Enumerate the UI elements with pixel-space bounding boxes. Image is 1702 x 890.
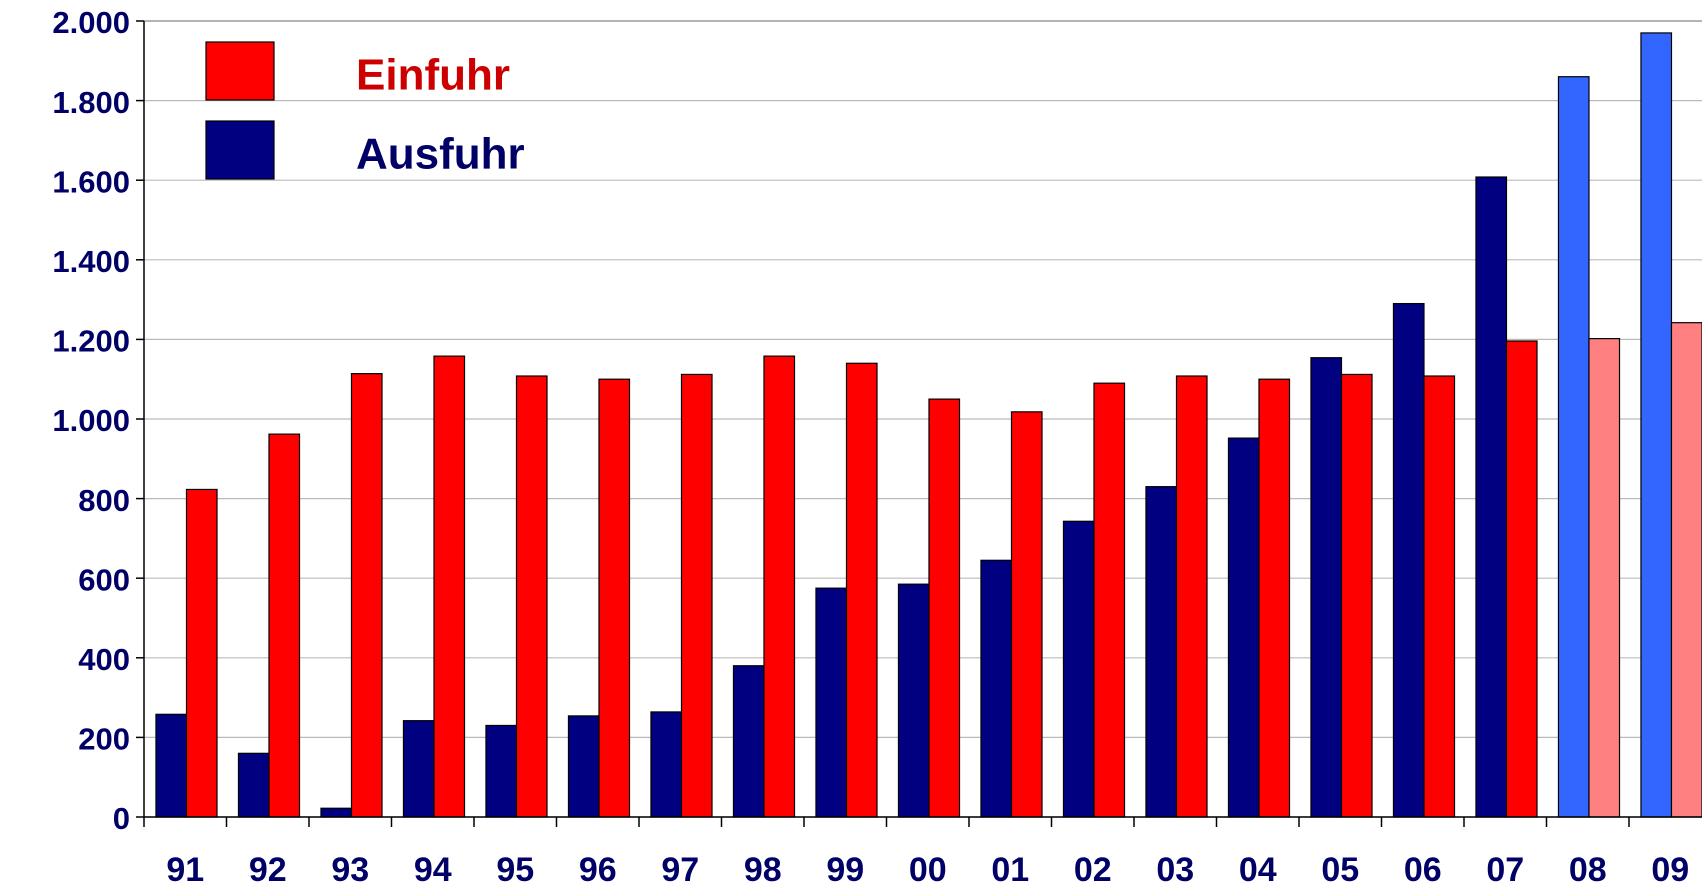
- legend-swatch: [205, 120, 275, 180]
- x-tick-label: 96: [579, 851, 617, 889]
- bar: [815, 587, 848, 818]
- bar: [185, 488, 218, 818]
- x-tick-label: 07: [1486, 851, 1524, 889]
- bar: [1145, 486, 1178, 818]
- x-tick-label: 95: [496, 851, 534, 889]
- bar: [1340, 373, 1373, 818]
- x-tick-label: 01: [991, 851, 1029, 889]
- bar: [268, 433, 301, 818]
- bar: [485, 724, 518, 818]
- legend-swatch: [205, 41, 275, 101]
- legend-label: Ausfuhr: [356, 130, 525, 179]
- y-tick-label: 200: [78, 722, 130, 757]
- bar: [1670, 322, 1702, 818]
- y-tick-label: 2.000: [52, 5, 130, 40]
- bar: [980, 559, 1013, 818]
- x-tick-label: 98: [744, 851, 782, 889]
- y-tick-label: 1.200: [52, 324, 130, 359]
- x-tick-label: 00: [909, 851, 947, 889]
- x-tick-label: 04: [1239, 851, 1277, 889]
- x-tick-label: 02: [1074, 851, 1112, 889]
- y-tick-label: 1.000: [52, 403, 130, 438]
- bar: [402, 720, 435, 818]
- bar: [1175, 375, 1208, 818]
- x-tick-label: 06: [1404, 851, 1442, 889]
- legend-label: Einfuhr: [356, 51, 510, 100]
- bar: [845, 362, 878, 818]
- y-tick-label: 400: [78, 642, 130, 677]
- bar: [1227, 437, 1260, 818]
- bar: [237, 752, 270, 818]
- y-tick-label: 1.400: [52, 244, 130, 279]
- x-tick-label: 92: [249, 851, 287, 889]
- bar: [1505, 340, 1538, 818]
- bar: [763, 355, 796, 818]
- bar: [1588, 338, 1621, 818]
- bar: [1475, 176, 1508, 818]
- x-tick-label: 93: [331, 851, 369, 889]
- x-tick-label: 09: [1651, 851, 1689, 889]
- y-tick-label: 0: [113, 801, 130, 836]
- bar: [1010, 411, 1043, 818]
- x-tick-label: 99: [826, 851, 864, 889]
- y-tick-label: 1.600: [52, 164, 130, 199]
- bar: [515, 375, 548, 818]
- bar: [1640, 32, 1673, 818]
- bar: [155, 713, 188, 818]
- bar: [1062, 520, 1095, 818]
- x-tick-label: 94: [414, 851, 452, 889]
- bar: [1392, 302, 1425, 818]
- bar: [320, 807, 353, 818]
- y-tick-label: 600: [78, 562, 130, 597]
- bar: [928, 398, 961, 818]
- bar: [650, 711, 683, 818]
- x-tick-label: 91: [166, 851, 204, 889]
- y-tick-label: 800: [78, 483, 130, 518]
- bar: [680, 373, 713, 818]
- bar: [1423, 375, 1456, 818]
- x-tick-label: 97: [661, 851, 699, 889]
- bar: [1258, 378, 1291, 818]
- bar: [433, 355, 466, 818]
- x-tick-label: 08: [1569, 851, 1607, 889]
- bar: [567, 715, 600, 818]
- x-tick-label: 05: [1321, 851, 1359, 889]
- bar: [1093, 382, 1126, 818]
- bar: [732, 665, 765, 818]
- bar: [1557, 76, 1590, 818]
- x-tick-label: 03: [1156, 851, 1194, 889]
- bar: [897, 583, 930, 818]
- bar: [598, 378, 631, 818]
- bar: [1310, 357, 1343, 818]
- bar: [350, 373, 383, 818]
- y-tick-label: 1.800: [52, 85, 130, 120]
